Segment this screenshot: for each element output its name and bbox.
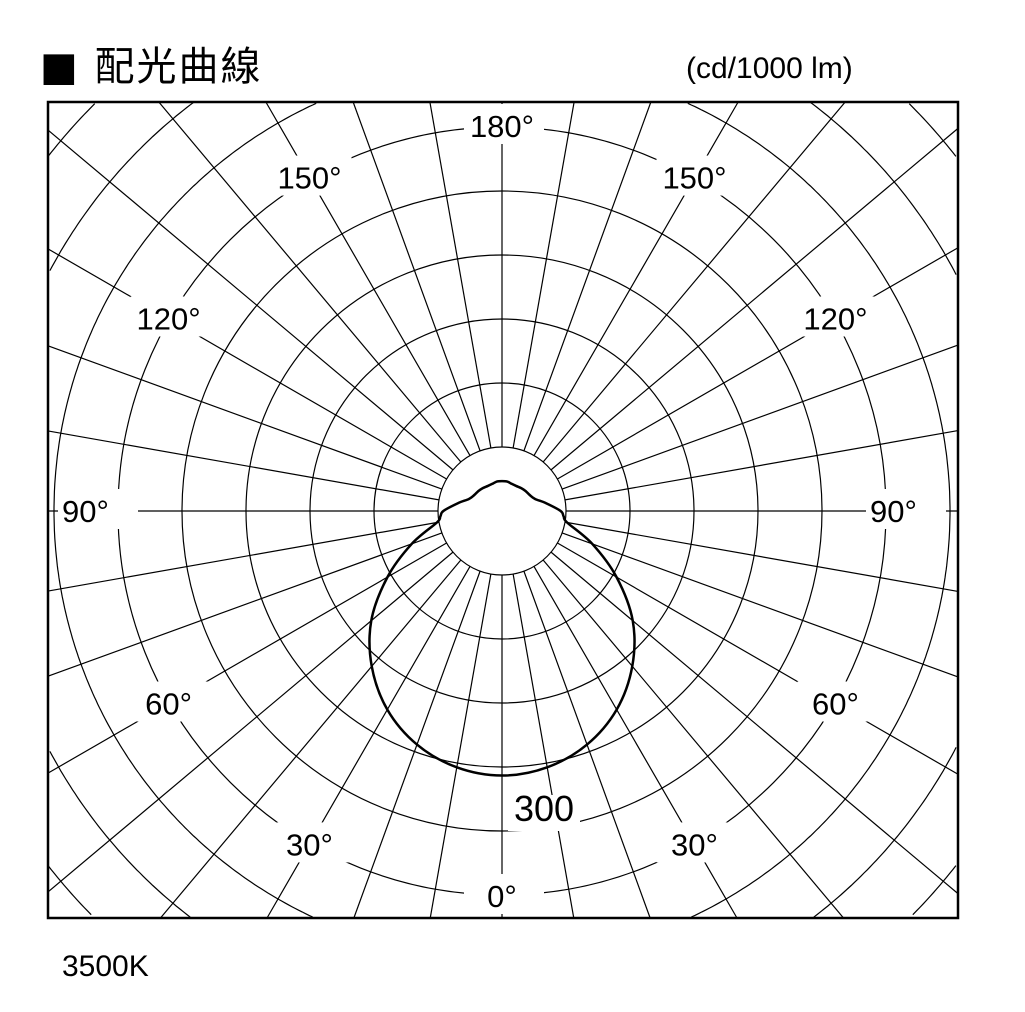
color-temperature-label: 3500K (62, 950, 149, 983)
grid-ring (47, 103, 957, 916)
grid-radial-line (550, 551, 959, 895)
grid-radial-line (512, 573, 575, 919)
grid-radial-line (550, 127, 959, 471)
chart-title: ■ 配光曲線 (40, 44, 263, 90)
angle-label-bg (797, 296, 878, 337)
grid-radial-line (47, 129, 454, 471)
grid-radial-line (429, 101, 492, 449)
angle-label-180: 180° (470, 109, 534, 144)
grid-radial-line (542, 101, 846, 463)
grid-radial-line (47, 248, 447, 480)
angle-label-bg (464, 874, 544, 914)
angle-label-150-right: 150° (662, 161, 726, 196)
angle-label-60-right: 60° (812, 687, 859, 722)
grid-radial-line (47, 532, 443, 677)
grid-radial-line (564, 430, 959, 501)
angle-label-bg (271, 822, 352, 863)
grid-radial-line (47, 345, 443, 490)
grid-radial-line (512, 101, 575, 449)
grid-radial-line (561, 344, 959, 490)
angle-label-bg (130, 296, 211, 337)
grid-radial-line (47, 430, 440, 501)
axis-labels: 0° 30° 30° 60° 60° 90° 90° 120° 120° 150° 150° 180°… (58, 104, 946, 914)
angle-label-150-left: 150° (277, 161, 341, 196)
grid-radial-line (429, 573, 492, 919)
angle-label-bg (866, 489, 946, 529)
grid-ring (49, 101, 957, 918)
angle-label-120-left: 120° (137, 302, 201, 337)
grid-radial-line (542, 559, 844, 919)
distribution-curve-group (368, 479, 636, 777)
grid-radial-line (564, 521, 959, 592)
grid-radial-line (561, 532, 959, 678)
angle-label-90-right: 90° (870, 494, 917, 529)
radial-label-bg (508, 795, 580, 831)
angle-label-30-left: 30° (286, 827, 333, 862)
grid-radial-line (557, 247, 959, 480)
angle-label-0: 0° (487, 879, 517, 914)
grid-radial-line (160, 559, 462, 919)
grid-radial-line (47, 551, 454, 893)
grid-radial-line (557, 542, 959, 775)
angle-label-bg (656, 155, 737, 196)
grid-radial-line (47, 521, 440, 592)
grid-ring (437, 446, 567, 576)
angle-label-bg (58, 489, 138, 529)
radial-value-label: 300 (514, 788, 574, 829)
grid-radial-line (158, 101, 462, 463)
distribution-curve (368, 479, 636, 777)
grid-radial-line (47, 542, 447, 774)
grid-ring (53, 102, 951, 918)
grid-radial-line (523, 101, 652, 452)
angle-label-bg (797, 681, 878, 722)
angle-label-90-left: 90° (62, 494, 109, 529)
angle-label-60-left: 60° (145, 687, 192, 722)
unit-label: (cd/1000 lm) (686, 52, 853, 85)
angle-label-bg (656, 822, 737, 863)
angle-label-bg (464, 104, 544, 144)
chart-frame (46, 100, 960, 920)
polar-grid (47, 101, 959, 919)
grid-radial-line (352, 101, 481, 452)
angle-label-bg (130, 681, 211, 722)
angle-label-30-right: 30° (671, 827, 718, 862)
angle-label-bg (271, 155, 352, 196)
angle-label-120-right: 120° (803, 302, 867, 337)
